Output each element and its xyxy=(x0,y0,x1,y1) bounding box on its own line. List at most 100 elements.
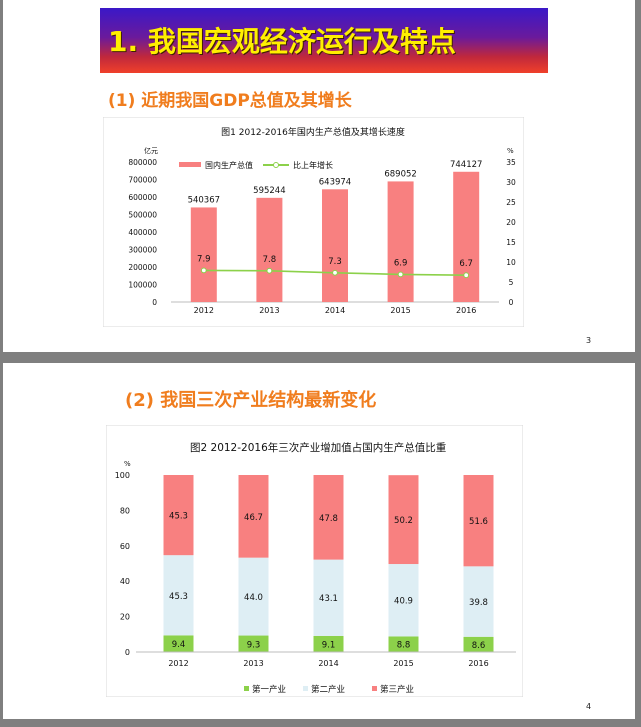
bar-segment-3 xyxy=(163,475,194,556)
growth-label: 7.3 xyxy=(328,257,342,267)
x-tick: 2012 xyxy=(194,306,214,315)
legend-label: 第三产业 xyxy=(380,684,414,695)
y-tick: 80 xyxy=(120,506,130,515)
y-tick: 60 xyxy=(120,542,130,551)
slide-3: 1. 我国宏观经济运行及特点 (1) 近期我国GDP总值及其增长 图1 2012… xyxy=(3,0,635,352)
x-tick: 2015 xyxy=(390,306,410,315)
y-tick-right: 20 xyxy=(506,218,516,227)
legend-marker-growth xyxy=(273,162,279,168)
legend-label: 第一产业 xyxy=(252,684,286,695)
bar-segment-2 xyxy=(163,555,194,636)
y-tick-left: 500000 xyxy=(128,211,157,220)
x-tick: 2016 xyxy=(468,659,488,668)
growth-label: 7.8 xyxy=(263,255,277,265)
x-tick: 2016 xyxy=(456,306,476,315)
segment-label: 50.2 xyxy=(394,516,413,526)
x-tick: 2013 xyxy=(259,306,279,315)
x-tick: 2013 xyxy=(243,659,263,668)
y-tick-right: 25 xyxy=(506,198,516,207)
segment-label: 44.0 xyxy=(244,593,263,603)
bar-gdp xyxy=(387,181,414,302)
y-tick-right: 10 xyxy=(506,258,516,267)
y-tick: 0 xyxy=(125,648,130,657)
gdp-chart: 图1 2012-2016年国内生产总值及其增长速度 亿元 % 国内生产总值 比上… xyxy=(103,117,524,327)
growth-point xyxy=(266,267,273,274)
industry-structure-chart: 图2 2012-2016年三次产业增加值占国内生产总值比重 % 0 20 40 60 8… xyxy=(106,425,523,697)
bar-label-gdp: 595244 xyxy=(253,186,285,196)
segment-label: 9.4 xyxy=(172,640,186,650)
segment-label: 45.3 xyxy=(169,592,188,602)
growth-point xyxy=(332,269,338,276)
segment-label: 51.6 xyxy=(469,517,488,527)
bar-segment-2 xyxy=(238,557,269,636)
title-banner: 1. 我国宏观经济运行及特点 xyxy=(100,8,548,73)
legend-swatch xyxy=(244,686,249,691)
y-tick-left: 100000 xyxy=(128,281,157,290)
y-axis-right-label: % xyxy=(507,147,514,155)
y-tick-left: 300000 xyxy=(128,246,157,255)
legend-swatch xyxy=(372,686,377,691)
segment-label: 39.8 xyxy=(469,598,488,608)
bar-gdp xyxy=(190,207,217,302)
segment-label: 43.1 xyxy=(319,594,338,604)
y-tick-right: 35 xyxy=(506,158,516,167)
chart-title: 图1 2012-2016年国内生产总值及其增长速度 xyxy=(221,126,405,138)
x-tick: 2014 xyxy=(325,306,345,315)
slide-4: (2) 我国三次产业结构最新变化 图2 2012-2016年三次产业增加值占国内… xyxy=(3,363,635,719)
y-tick-left: 200000 xyxy=(128,263,157,272)
bar-segment-3 xyxy=(238,475,269,558)
y-axis-left-label: 亿元 xyxy=(144,146,158,155)
legend-label-growth: 比上年增长 xyxy=(293,160,333,170)
bar-label-gdp: 643974 xyxy=(319,177,351,187)
bar-label-gdp: 540367 xyxy=(188,195,220,205)
segment-label: 47.8 xyxy=(319,514,338,524)
growth-point xyxy=(200,267,207,274)
growth-label: 7.9 xyxy=(197,254,211,264)
y-tick-right: 30 xyxy=(506,178,516,187)
bar-segment-3 xyxy=(388,475,419,565)
y-tick: 100 xyxy=(115,471,130,480)
y-tick-left: 800000 xyxy=(128,158,157,167)
bar-label-gdp: 744127 xyxy=(450,160,482,170)
segment-label: 8.8 xyxy=(397,641,411,651)
bar-segment-1 xyxy=(388,636,419,652)
bar-segment-1 xyxy=(463,636,494,652)
bar-gdp xyxy=(322,189,348,302)
segment-label: 46.7 xyxy=(244,513,263,523)
y-tick-right: 0 xyxy=(509,298,514,307)
segment-label: 9.1 xyxy=(322,640,336,650)
growth-label: 6.7 xyxy=(459,259,473,269)
banner-title: 1. 我国宏观经济运行及特点 xyxy=(108,25,456,58)
y-tick-left: 600000 xyxy=(128,193,157,202)
bar-segment-3 xyxy=(463,475,494,567)
y-tick-right: 15 xyxy=(506,238,516,247)
bar-segment-1 xyxy=(313,635,344,652)
section-subtitle: (1) 近期我国GDP总值及其增长 xyxy=(108,91,352,111)
y-tick-left: 400000 xyxy=(128,228,157,237)
segment-label: 8.6 xyxy=(472,641,486,651)
legend-swatch xyxy=(303,686,308,691)
segment-label: 9.3 xyxy=(247,640,261,650)
y-tick-left: 0 xyxy=(152,298,157,307)
y-tick-left: 700000 xyxy=(128,176,157,185)
y-tick: 20 xyxy=(120,613,130,622)
bar-segment-3 xyxy=(313,475,344,560)
chart-legend: 国内生产总值 比上年增长 xyxy=(179,160,333,170)
x-tick: 2014 xyxy=(318,659,338,668)
segment-label: 40.9 xyxy=(394,597,413,607)
chart-legend: 第一产业 第二产业 第三产业 xyxy=(244,684,414,695)
chart-title: 图2 2012-2016年三次产业增加值占国内生产总值比重 xyxy=(190,441,446,454)
y-axis-label: % xyxy=(124,460,131,468)
section-subtitle: (2) 我国三次产业结构最新变化 xyxy=(125,390,377,411)
x-tick: 2015 xyxy=(393,659,413,668)
bar-segment-2 xyxy=(388,564,419,637)
bar-segment-1 xyxy=(163,635,194,652)
x-tick: 2012 xyxy=(168,659,188,668)
bar-gdp xyxy=(453,171,480,302)
y-tick-right: 5 xyxy=(509,278,514,287)
bar-gdp xyxy=(256,197,283,302)
y-tick: 40 xyxy=(120,577,130,586)
bar-label-gdp: 689052 xyxy=(384,169,416,179)
bar-segment-2 xyxy=(313,559,344,636)
segment-label: 45.3 xyxy=(169,512,188,522)
